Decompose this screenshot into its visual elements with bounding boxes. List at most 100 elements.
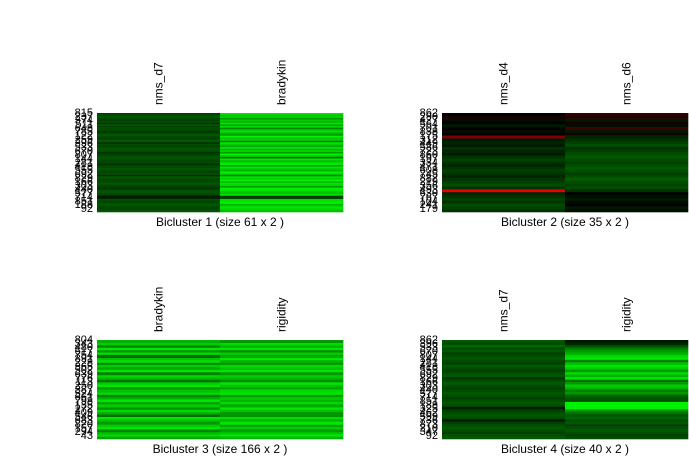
row-label: 365 bbox=[75, 361, 93, 373]
heatmap-cell bbox=[442, 347, 566, 351]
heatmap-cell bbox=[220, 148, 344, 151]
heatmap-cell bbox=[220, 407, 344, 409]
heatmap-cell bbox=[97, 341, 221, 343]
row-label: 577 bbox=[75, 188, 93, 200]
heatmap-cell bbox=[97, 342, 221, 344]
row-label: 281 bbox=[420, 357, 438, 369]
heatmap-cell bbox=[565, 377, 689, 380]
heatmap-cell bbox=[442, 166, 566, 170]
heatmap-cell bbox=[220, 403, 344, 405]
heatmap-cell bbox=[220, 413, 344, 415]
heatmap-cell bbox=[220, 346, 344, 348]
heatmap-cell bbox=[220, 406, 344, 408]
row-label: 418 bbox=[75, 161, 93, 173]
heatmap-cell bbox=[97, 384, 221, 386]
heatmap-cell bbox=[97, 182, 221, 185]
heatmap-cell bbox=[442, 155, 566, 159]
heatmap-cell bbox=[97, 391, 221, 393]
heatmap-cell bbox=[442, 357, 566, 361]
heatmap-cell bbox=[220, 114, 344, 117]
heatmap-cell bbox=[220, 436, 344, 438]
heatmap-cell bbox=[97, 350, 221, 352]
heatmap-cell bbox=[565, 146, 689, 151]
heatmap-cell bbox=[97, 433, 221, 434]
heatmap-cell bbox=[97, 432, 221, 434]
heatmap-cell bbox=[97, 410, 221, 412]
heatmap-cell bbox=[220, 418, 344, 420]
heatmap-cell bbox=[97, 373, 221, 375]
heatmap-cell bbox=[442, 175, 566, 179]
heatmap-cell bbox=[97, 150, 221, 153]
heatmap-cell bbox=[442, 431, 566, 435]
heatmap-cell bbox=[97, 186, 221, 188]
heatmap-cell bbox=[220, 345, 344, 347]
heatmap-cell bbox=[220, 119, 344, 122]
row-label: 343 bbox=[75, 338, 93, 350]
heatmap-cell bbox=[97, 400, 221, 402]
heatmap-cell bbox=[97, 392, 221, 394]
heatmap-cell bbox=[565, 372, 689, 375]
heatmap-cell bbox=[97, 403, 221, 405]
heatmap-cell bbox=[97, 406, 221, 408]
row-label: 210 bbox=[420, 422, 438, 434]
heatmap-cell bbox=[97, 413, 221, 415]
row-label: 860 bbox=[420, 149, 438, 161]
row-label: 670 bbox=[420, 346, 438, 358]
heatmap-cell bbox=[220, 353, 344, 355]
heatmap-cell bbox=[220, 173, 344, 175]
heatmap-cell bbox=[97, 422, 221, 424]
heatmap-cell bbox=[97, 342, 221, 344]
heatmap-cell bbox=[97, 124, 221, 127]
heatmap-cell bbox=[220, 370, 344, 372]
heatmap-cell bbox=[220, 409, 344, 411]
heatmap-cell bbox=[97, 373, 221, 375]
heatmap-cell bbox=[97, 427, 221, 428]
heatmap-cell bbox=[220, 381, 344, 383]
heatmap-cell bbox=[442, 379, 566, 383]
heatmap-cell bbox=[220, 350, 344, 352]
heatmap-cell bbox=[97, 416, 221, 418]
row-label: 303 bbox=[420, 380, 438, 392]
heatmap-cell bbox=[442, 364, 566, 368]
heatmap-cell bbox=[97, 181, 221, 184]
heatmap-cell bbox=[97, 422, 221, 424]
heatmap-cell bbox=[220, 210, 344, 213]
heatmap-cell bbox=[97, 358, 221, 360]
heatmap-cell bbox=[97, 397, 221, 399]
heatmap-cell bbox=[97, 360, 221, 362]
heatmap-cell bbox=[220, 116, 344, 119]
heatmap-cell bbox=[97, 382, 221, 384]
heatmap-cell bbox=[97, 426, 221, 428]
heatmap-cell bbox=[97, 394, 221, 396]
heatmap-cell bbox=[565, 387, 689, 390]
heatmap-cell bbox=[97, 356, 221, 358]
column-label: nms_d7 bbox=[497, 289, 511, 332]
heatmap-cell bbox=[565, 347, 689, 351]
heatmap-cell bbox=[220, 129, 344, 132]
heatmap-cell bbox=[442, 374, 566, 378]
row-label: 157 bbox=[75, 422, 93, 434]
heatmap-cell bbox=[442, 419, 566, 422]
heatmap-cell bbox=[220, 399, 344, 400]
heatmap-cell bbox=[220, 125, 344, 128]
heatmap-cell bbox=[97, 353, 221, 355]
heatmap-cell bbox=[220, 408, 344, 410]
heatmap-cell bbox=[97, 428, 221, 430]
heatmap-cell bbox=[220, 151, 344, 154]
heatmap-cell bbox=[220, 433, 344, 435]
heatmap-cell bbox=[565, 186, 689, 190]
heatmap-cell bbox=[97, 371, 221, 373]
heatmap-cell bbox=[220, 398, 344, 400]
heatmap-cell bbox=[565, 404, 689, 408]
row-label: 555 bbox=[420, 365, 438, 377]
heatmap-cell bbox=[565, 138, 689, 142]
heatmap-cell bbox=[97, 431, 221, 433]
heatmap-cell bbox=[220, 423, 344, 425]
row-label: 197 bbox=[420, 153, 438, 165]
heatmap-cell bbox=[220, 406, 344, 408]
heatmap-cell bbox=[442, 124, 566, 128]
heatmap-cell bbox=[97, 127, 221, 130]
row-label: 891 bbox=[75, 353, 93, 365]
heatmap-cell bbox=[220, 426, 344, 428]
